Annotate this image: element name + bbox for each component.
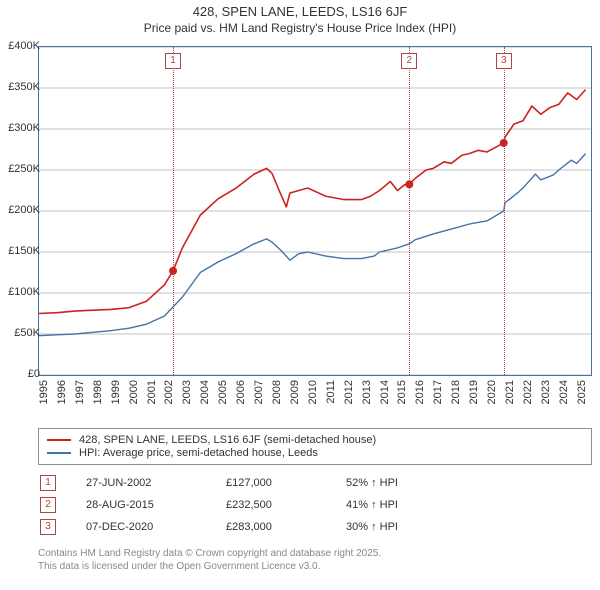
chart-area: 1 2 3 £0 £50K £100K £150K £200K £250K £300K £350K… (0, 40, 600, 420)
event-hpi: 41% ↑ HPI (346, 499, 486, 511)
x-tick-label: 2022 (522, 380, 534, 420)
event-marker-line (504, 47, 505, 375)
y-tick-label: £200K (0, 204, 40, 216)
event-row: 1 27-JUN-2002£127,00052% ↑ HPI (38, 472, 592, 494)
x-tick-label: 2005 (217, 380, 229, 420)
legend-box: 428, SPEN LANE, LEEDS, LS16 6JF (semi-de… (38, 428, 592, 465)
event-badge: 3 (40, 519, 56, 535)
x-tick-label: 2011 (325, 380, 337, 420)
x-tick-label: 2001 (146, 380, 158, 420)
x-tick-label: 2014 (379, 380, 391, 420)
legend-swatch (47, 439, 71, 441)
x-tick-label: 1996 (56, 380, 68, 420)
x-tick-label: 2013 (361, 380, 373, 420)
x-tick-label: 2023 (540, 380, 552, 420)
y-tick-label: £100K (0, 286, 40, 298)
x-tick-label: 2025 (576, 380, 588, 420)
x-tick-label: 2000 (128, 380, 140, 420)
footer-attribution: Contains HM Land Registry data © Crown c… (38, 548, 592, 573)
event-row: 3 07-DEC-2020£283,00030% ↑ HPI (38, 516, 592, 538)
event-hpi: 52% ↑ HPI (346, 477, 486, 489)
x-tick-label: 2004 (199, 380, 211, 420)
x-tick-label: 2008 (271, 380, 283, 420)
y-tick-label: £350K (0, 81, 40, 93)
x-tick-label: 2007 (253, 380, 265, 420)
x-tick-label: 2024 (558, 380, 570, 420)
x-tick-label: 2006 (235, 380, 247, 420)
event-price: £127,000 (226, 477, 346, 489)
y-tick-label: £250K (0, 163, 40, 175)
event-date: 28-AUG-2015 (86, 499, 226, 511)
event-date: 27-JUN-2002 (86, 477, 226, 489)
legend-row: HPI: Average price, semi-detached house,… (47, 447, 583, 459)
legend-label: HPI: Average price, semi-detached house,… (79, 447, 318, 459)
y-tick-label: £400K (0, 40, 40, 52)
event-marker-badge: 2 (401, 53, 417, 69)
x-tick-label: 2021 (504, 380, 516, 420)
event-row: 2 28-AUG-2015£232,50041% ↑ HPI (38, 494, 592, 516)
event-marker-line (173, 47, 174, 375)
x-tick-label: 2010 (307, 380, 319, 420)
event-badge: 1 (40, 475, 56, 491)
chart-container: 428, SPEN LANE, LEEDS, LS16 6JF Price pa… (0, 0, 600, 590)
y-tick-label: £150K (0, 245, 40, 257)
x-tick-label: 2009 (289, 380, 301, 420)
legend-label: 428, SPEN LANE, LEEDS, LS16 6JF (semi-de… (79, 434, 376, 446)
x-tick-label: 1995 (38, 380, 50, 420)
x-tick-label: 1997 (74, 380, 86, 420)
legend-row: 428, SPEN LANE, LEEDS, LS16 6JF (semi-de… (47, 434, 583, 446)
title-block: 428, SPEN LANE, LEEDS, LS16 6JF Price pa… (0, 0, 600, 35)
event-price: £283,000 (226, 521, 346, 533)
event-date: 07-DEC-2020 (86, 521, 226, 533)
plot-area: 1 2 3 (38, 46, 592, 376)
x-tick-label: 2019 (468, 380, 480, 420)
x-tick-label: 2012 (343, 380, 355, 420)
x-tick-label: 1998 (92, 380, 104, 420)
event-table: 1 27-JUN-2002£127,00052% ↑ HPI 2 28-AUG-201… (38, 472, 592, 538)
x-tick-label: 1999 (110, 380, 122, 420)
x-tick-label: 2017 (432, 380, 444, 420)
x-tick-label: 2003 (181, 380, 193, 420)
title-subtitle: Price paid vs. HM Land Registry's House … (0, 21, 600, 35)
x-tick-label: 2020 (486, 380, 498, 420)
x-tick-label: 2015 (396, 380, 408, 420)
event-marker-line (409, 47, 410, 375)
event-marker-badge: 3 (496, 53, 512, 69)
title-address: 428, SPEN LANE, LEEDS, LS16 6JF (0, 4, 600, 19)
y-tick-label: £300K (0, 122, 40, 134)
event-badge: 2 (40, 497, 56, 513)
x-tick-label: 2002 (163, 380, 175, 420)
plot-svg (39, 47, 591, 375)
legend-swatch (47, 452, 71, 454)
x-tick-label: 2016 (414, 380, 426, 420)
x-tick-label: 2018 (450, 380, 462, 420)
y-tick-label: £50K (0, 327, 40, 339)
event-hpi: 30% ↑ HPI (346, 521, 486, 533)
footer-line2: This data is licensed under the Open Gov… (38, 561, 592, 574)
y-tick-label: £0 (0, 368, 40, 380)
event-marker-badge: 1 (165, 53, 181, 69)
event-price: £232,500 (226, 499, 346, 511)
footer-line1: Contains HM Land Registry data © Crown c… (38, 548, 592, 561)
